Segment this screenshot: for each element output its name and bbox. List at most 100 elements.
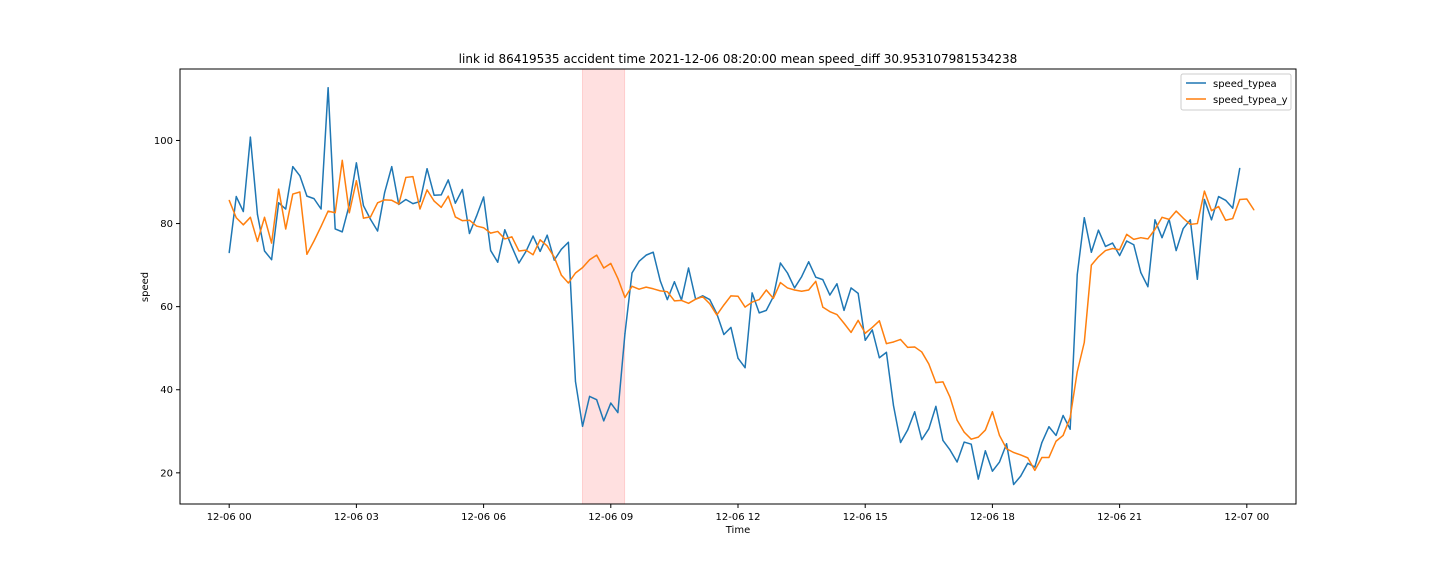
x-tick-label: 12-06 18 <box>970 512 1015 523</box>
data-point <box>1140 271 1142 274</box>
data-point <box>454 216 456 218</box>
data-point <box>885 343 888 345</box>
data-point <box>1196 222 1198 225</box>
data-point <box>1069 416 1071 419</box>
data-point <box>666 291 668 293</box>
data-point <box>355 162 357 164</box>
data-point <box>829 311 831 313</box>
data-point <box>603 267 605 269</box>
data-point <box>242 210 244 213</box>
data-point <box>829 294 831 296</box>
data-point <box>1097 256 1100 258</box>
data-point <box>398 203 400 205</box>
data-point <box>928 428 930 430</box>
data-point <box>242 224 244 226</box>
legend-label-speed-typea: speed_typea <box>1213 79 1277 90</box>
data-point <box>949 449 951 451</box>
data-point <box>998 434 1001 437</box>
data-point <box>779 262 782 264</box>
data-point <box>666 298 668 301</box>
data-point <box>483 196 485 198</box>
data-point <box>935 382 937 384</box>
data-point <box>815 280 817 282</box>
data-point <box>998 461 1001 463</box>
data-point <box>1090 251 1092 253</box>
data-point <box>1027 462 1029 464</box>
x-tick-label: 12-06 00 <box>207 512 252 523</box>
data-point <box>376 202 379 204</box>
data-point <box>1041 441 1043 444</box>
data-point <box>1239 167 1241 169</box>
data-point <box>744 306 746 308</box>
data-point <box>511 236 513 238</box>
data-point <box>525 249 527 251</box>
data-point <box>440 206 442 208</box>
data-point <box>419 208 421 210</box>
data-point <box>426 168 428 170</box>
data-point <box>963 441 965 443</box>
data-point <box>412 176 414 178</box>
data-point <box>1013 483 1015 486</box>
data-point <box>419 200 421 203</box>
data-point <box>723 304 725 306</box>
data-point <box>793 287 796 289</box>
data-point <box>539 239 541 241</box>
data-point <box>278 202 280 204</box>
data-point <box>440 194 442 196</box>
data-point <box>617 412 619 414</box>
data-point <box>1005 443 1008 445</box>
x-tick-label: 12-06 06 <box>461 512 506 523</box>
data-point <box>504 238 506 240</box>
data-point <box>348 212 350 214</box>
data-point <box>497 261 499 263</box>
data-point <box>751 301 753 303</box>
data-point <box>1175 210 1177 212</box>
data-point <box>596 254 598 256</box>
data-point <box>899 338 902 341</box>
data-point <box>461 220 463 222</box>
accident-highlight-layer <box>582 68 626 505</box>
data-point <box>1055 434 1057 437</box>
data-point <box>1111 242 1114 244</box>
data-point <box>687 302 690 304</box>
x-tick-label: 12-07 00 <box>1224 512 1269 523</box>
data-point <box>433 194 435 196</box>
data-point <box>1104 249 1107 252</box>
data-point <box>306 253 308 255</box>
accident-window-band <box>582 68 626 505</box>
legend-box <box>1180 73 1292 111</box>
data-point <box>638 288 640 290</box>
data-point <box>871 329 873 331</box>
data-point <box>645 254 647 256</box>
data-point <box>1034 469 1036 471</box>
data-point <box>1225 219 1227 221</box>
data-point <box>1147 286 1149 288</box>
data-point <box>892 341 895 343</box>
data-point <box>490 249 492 252</box>
data-point <box>532 254 534 256</box>
data-point <box>461 188 463 191</box>
data-point <box>581 267 584 269</box>
data-point <box>935 405 937 407</box>
data-point <box>475 215 478 217</box>
data-point <box>864 339 866 341</box>
data-point <box>907 429 909 431</box>
data-point <box>864 332 866 334</box>
data-point <box>376 230 379 232</box>
data-point <box>433 200 435 202</box>
data-point <box>1175 249 1177 252</box>
y-tick-label: 60 <box>160 302 173 313</box>
data-point <box>956 461 958 463</box>
data-point <box>1239 198 1241 201</box>
data-point <box>285 228 287 230</box>
data-point <box>581 425 584 427</box>
data-point <box>270 242 273 244</box>
data-point <box>1097 229 1100 231</box>
data-point <box>355 180 357 182</box>
data-point <box>1020 475 1022 477</box>
data-point <box>228 199 230 201</box>
data-point <box>716 314 718 316</box>
data-point <box>1161 237 1163 239</box>
data-point <box>405 176 407 179</box>
data-point <box>1246 198 1248 200</box>
